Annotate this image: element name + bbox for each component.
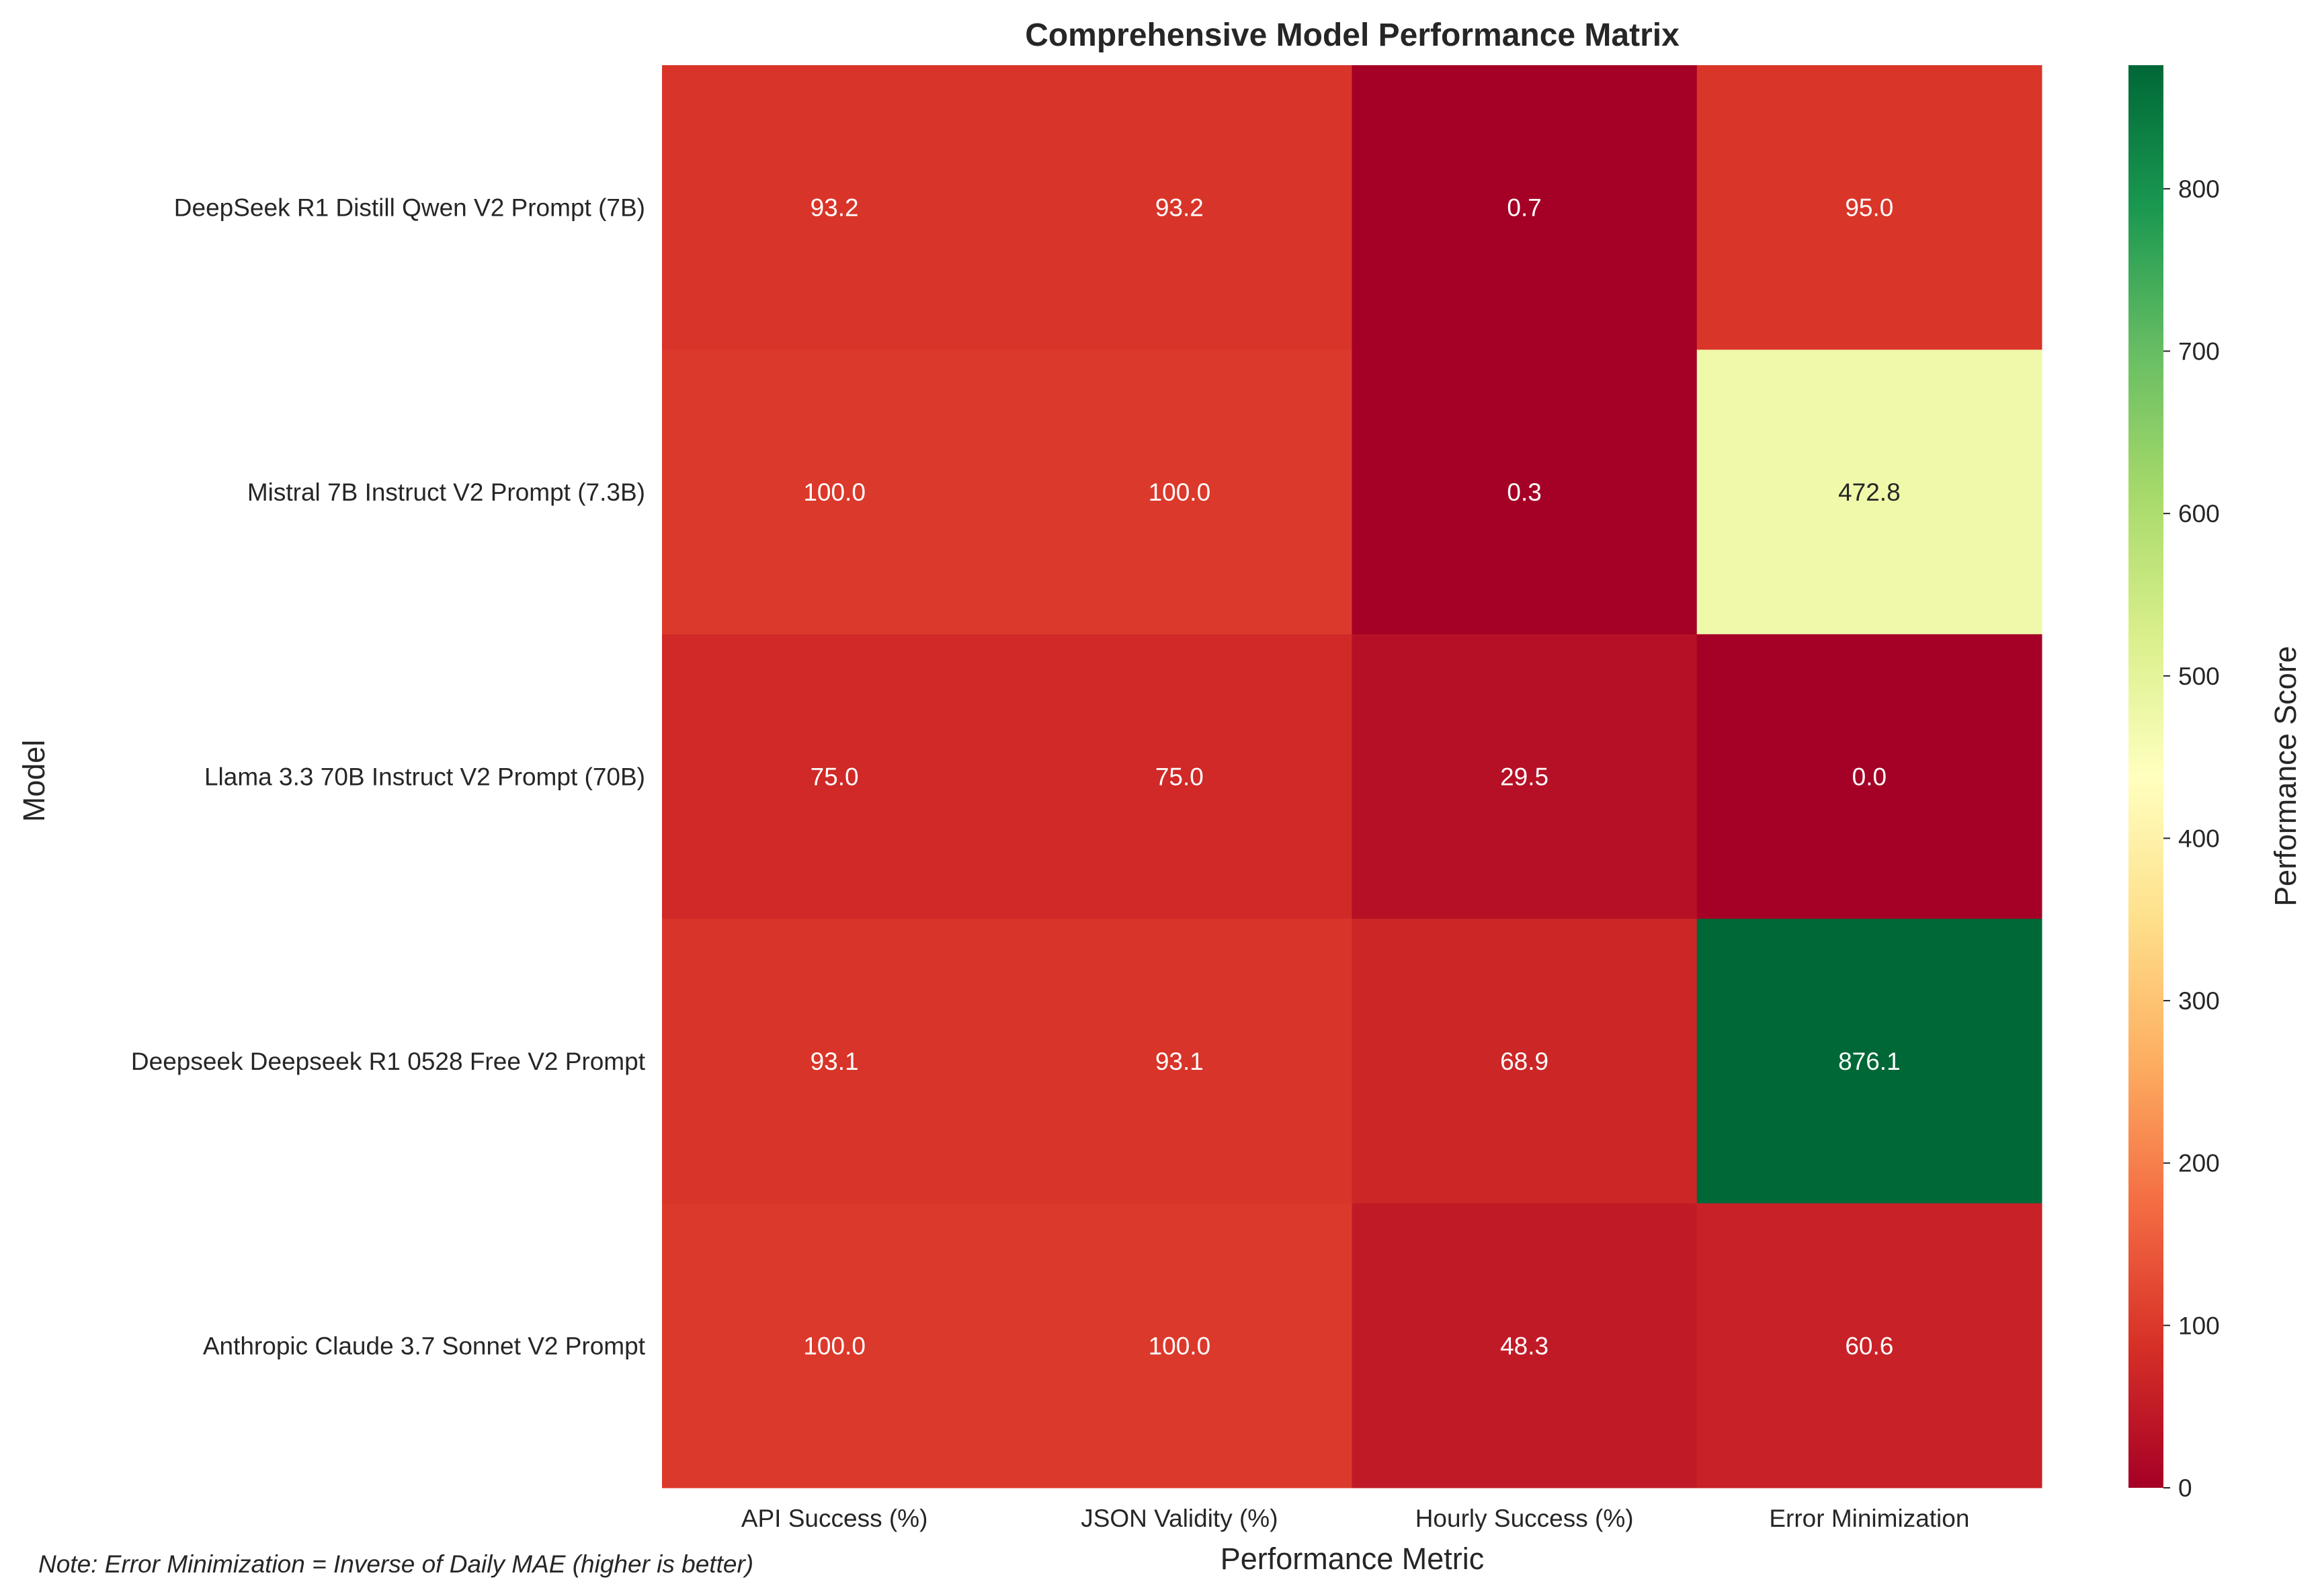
- colorbar-tick-label: 100: [2178, 1312, 2220, 1339]
- cell-value-label: 68.9: [1500, 1048, 1548, 1075]
- colorbar-tick-label: 200: [2178, 1150, 2220, 1177]
- column-tick-labels: API Success (%) JSON Validity (%) Hourly S…: [741, 1505, 1970, 1532]
- heatmap-cell: [1007, 919, 1352, 1204]
- cell-value-label: 95.0: [1845, 194, 1893, 222]
- colorbar-label: Performance Score: [2268, 646, 2303, 907]
- heatmap-cell: [662, 919, 1007, 1204]
- cell-value-label: 100.0: [1149, 1332, 1211, 1359]
- heatmap-cell: [1352, 65, 1698, 350]
- heatmap-cell: [1696, 65, 2042, 350]
- colorbar-tick-label: 400: [2178, 825, 2220, 852]
- footnote: Note: Error Minimization = Inverse of Da…: [38, 1550, 753, 1578]
- column-label: JSON Validity (%): [1081, 1505, 1278, 1532]
- column-label: Hourly Success (%): [1415, 1505, 1634, 1532]
- heatmap-cell: [662, 65, 1007, 350]
- cell-value-label: 100.0: [1149, 478, 1211, 506]
- y-axis-label: Model: [17, 740, 51, 823]
- cell-value-label: 100.0: [803, 1332, 866, 1359]
- cell-value-label: 93.1: [811, 1048, 859, 1075]
- colorbar-tick-label: 0: [2178, 1474, 2192, 1502]
- row-label: Mistral 7B Instruct V2 Prompt (7.3B): [247, 478, 645, 506]
- row-label: Deepseek Deepseek R1 0528 Free V2 Prompt: [131, 1048, 646, 1075]
- cell-value-label: 60.6: [1845, 1332, 1893, 1359]
- heatmap-cell: [1352, 1203, 1698, 1488]
- heatmap-cell: [1352, 634, 1698, 919]
- heatmap-cell: [662, 349, 1007, 635]
- cell-value-label: 75.0: [811, 763, 859, 791]
- cell-value-label: 0.0: [1852, 763, 1887, 791]
- heatmap-cell: [1007, 349, 1352, 635]
- heatmap-cell: [662, 1203, 1007, 1488]
- row-label: DeepSeek R1 Distill Qwen V2 Prompt (7B): [174, 194, 645, 222]
- colorbar-ticks: 0 100 200 300 400 500 600 700 800: [2163, 175, 2220, 1502]
- heatmap-cell: [1007, 634, 1352, 919]
- cell-value-label: 75.0: [1155, 763, 1204, 791]
- cell-value-label: 876.1: [1838, 1048, 1901, 1075]
- heatmap-cell: [1696, 634, 2042, 919]
- heatmap-cell: [1352, 919, 1698, 1204]
- heatmap-cells: 93.2 93.2 0.7 95.0 100.0 100.0 0.3 472.8 75.0 75.…: [662, 65, 2042, 1488]
- colorbar-tick-label: 600: [2178, 500, 2220, 528]
- cell-value-label: 93.2: [1155, 194, 1204, 222]
- heatmap-cell: [1696, 919, 2042, 1204]
- column-label: Error Minimization: [1769, 1505, 1969, 1532]
- heatmap-cell: [1352, 349, 1698, 635]
- cell-value-label: 93.2: [811, 194, 859, 222]
- heatmap-cell: [662, 634, 1007, 919]
- colorbar-tick-label: 700: [2178, 338, 2220, 366]
- cell-value-label: 0.7: [1507, 194, 1541, 222]
- cell-value-label: 100.0: [803, 478, 866, 506]
- cell-value-label: 93.1: [1155, 1048, 1204, 1075]
- cell-value-label: 472.8: [1838, 478, 1901, 506]
- cell-value-label: 29.5: [1500, 763, 1548, 791]
- colorbar-tick-label: 500: [2178, 663, 2220, 690]
- colorbar-tick-label: 300: [2178, 987, 2220, 1015]
- row-tick-labels: DeepSeek R1 Distill Qwen V2 Prompt (7B) M…: [131, 194, 646, 1360]
- column-label: API Success (%): [741, 1505, 928, 1532]
- heatmap-cell: [1007, 65, 1352, 350]
- colorbar-tick-label: 800: [2178, 175, 2220, 203]
- heatmap-cell: [1696, 349, 2042, 635]
- cell-value-label: 0.3: [1507, 478, 1541, 506]
- heatmap-cell: [1007, 1203, 1352, 1488]
- heatmap-cell: [1696, 1203, 2042, 1488]
- x-axis-label: Performance Metric: [1220, 1542, 1485, 1576]
- colorbar: [2128, 65, 2163, 1488]
- row-label: Anthropic Claude 3.7 Sonnet V2 Prompt: [203, 1332, 646, 1359]
- chart-title: Comprehensive Model Performance Matrix: [1025, 17, 1680, 53]
- cell-value-label: 48.3: [1500, 1332, 1548, 1359]
- row-label: Llama 3.3 70B Instruct V2 Prompt (70B): [204, 763, 645, 791]
